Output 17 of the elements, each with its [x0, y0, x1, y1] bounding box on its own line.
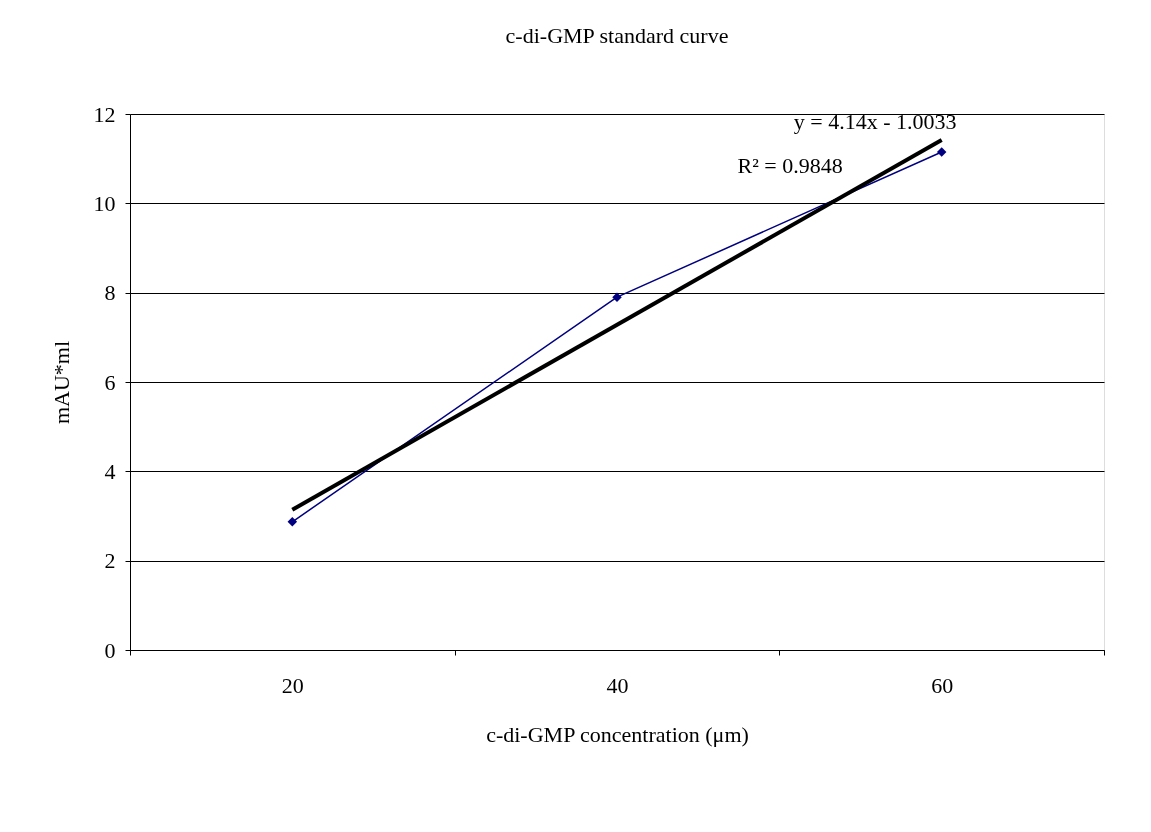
- y-tick-label: 8: [104, 280, 116, 306]
- y-tick-label: 6: [104, 369, 116, 395]
- point: [287, 517, 298, 527]
- x-tick-label: 40: [606, 672, 629, 698]
- x-tick-label: 60: [931, 672, 954, 698]
- point: [936, 147, 947, 157]
- y-tick-label: 2: [104, 548, 116, 574]
- chart-title: c-di-GMP standard curve: [505, 23, 729, 48]
- y-tick-label: 12: [93, 101, 116, 127]
- x-axis-title: c-di-GMP concentration (μm): [486, 721, 749, 747]
- y-tick-label: 4: [104, 458, 116, 484]
- y-tick-label: 10: [93, 190, 116, 216]
- y-axis-title: mAU*ml: [48, 340, 74, 425]
- y-tick-label: 0: [104, 637, 116, 663]
- annotation: R² = 0.9848: [737, 153, 843, 178]
- annotation: y = 4.14x - 1.0033: [793, 109, 957, 134]
- x-tick-label: 20: [281, 672, 304, 698]
